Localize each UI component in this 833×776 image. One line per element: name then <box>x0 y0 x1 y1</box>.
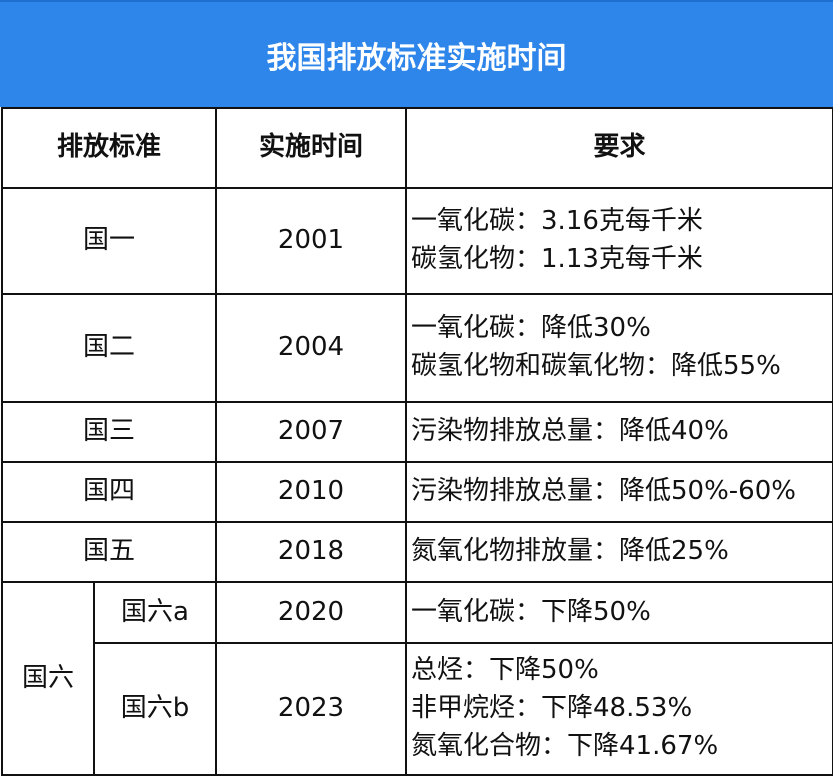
requirement-line: 碳氢化物和碳氧化物：降低55% <box>411 351 781 381</box>
table-row: 国四 2010 污染物排放总量：降低50%-60% <box>0 461 833 523</box>
requirement-cell: 总烃：下降50% 非甲烷烃：下降48.53% 氮氧化合物：下降41.67% <box>405 642 833 776</box>
header-requirement: 要求 <box>405 107 833 189</box>
table-row: 国五 2018 氮氧化物排放量：降低25% <box>0 521 833 583</box>
requirement-line: 非甲烷烃：下降48.53% <box>411 693 693 724</box>
requirement-line: 氮氧化合物：下降41.67% <box>411 730 719 761</box>
requirement-cell: 污染物排放总量：降低40% <box>405 401 833 463</box>
header-standard: 排放标准 <box>0 107 218 189</box>
year-cell: 2010 <box>215 461 408 523</box>
requirement-line: 一氧化碳：3.16克每千米 <box>411 206 703 237</box>
requirement-line: 碳氢化物：1.13克每千米 <box>411 244 703 274</box>
year-cell: 2018 <box>215 521 408 583</box>
requirement-line: 一氧化碳：下降50% <box>411 596 651 627</box>
group-standard-cell: 国六 <box>1 581 95 776</box>
requirement-cell: 一氧化碳：降低30% 碳氢化物和碳氧化物：降低55% <box>405 293 833 403</box>
substandard-cell: 国六b <box>92 642 218 776</box>
year-cell: 2023 <box>215 642 408 776</box>
table-row: 国二 2004 一氧化碳：降低30% 碳氢化物和碳氧化物：降低55% <box>0 293 833 403</box>
year-cell: 2007 <box>215 401 408 463</box>
requirement-line: 污染物排放总量：降低50%-60% <box>411 476 796 507</box>
table-title: 我国排放标准实施时间 <box>0 0 833 107</box>
substandard-cell: 国六a <box>92 581 218 644</box>
table-row: 国三 2007 污染物排放总量：降低40% <box>0 401 833 463</box>
standard-cell: 国五 <box>0 521 218 583</box>
requirement-cell: 污染物排放总量：降低50%-60% <box>405 461 833 523</box>
year-cell: 2004 <box>215 293 408 403</box>
standard-cell: 国二 <box>0 293 218 403</box>
emission-standards-table: 排放标准 实施时间 要求 国一 2001 一氧化碳：3.16克每千米 碳氢化物：… <box>0 107 833 776</box>
requirement-line: 氮氧化物排放量：降低25% <box>411 536 729 567</box>
header-date: 实施时间 <box>215 107 408 189</box>
standard-cell: 国一 <box>0 187 218 295</box>
table-row: 国六b 2023 总烃：下降50% 非甲烷烃：下降48.53% 氮氧化合物：下降… <box>2 642 833 776</box>
header-row: 排放标准 实施时间 要求 <box>0 107 833 189</box>
table-row: 国一 2001 一氧化碳：3.16克每千米 碳氢化物：1.13克每千米 <box>0 187 833 295</box>
standard-cell: 国三 <box>0 401 218 463</box>
year-cell: 2020 <box>215 581 408 644</box>
standard-cell: 国四 <box>0 461 218 523</box>
requirement-cell: 氮氧化物排放量：降低25% <box>405 521 833 583</box>
requirement-line: 一氧化碳：降低30% <box>411 313 651 344</box>
requirement-cell: 一氧化碳：下降50% <box>405 581 833 644</box>
requirement-line: 污染物排放总量：降低40% <box>411 416 729 447</box>
requirement-cell: 一氧化碳：3.16克每千米 碳氢化物：1.13克每千米 <box>405 187 833 295</box>
table-row: 国六 国六a 2020 一氧化碳：下降50% <box>1 581 833 776</box>
requirement-line: 总烃：下降50% <box>411 655 599 686</box>
year-cell: 2001 <box>215 187 408 295</box>
